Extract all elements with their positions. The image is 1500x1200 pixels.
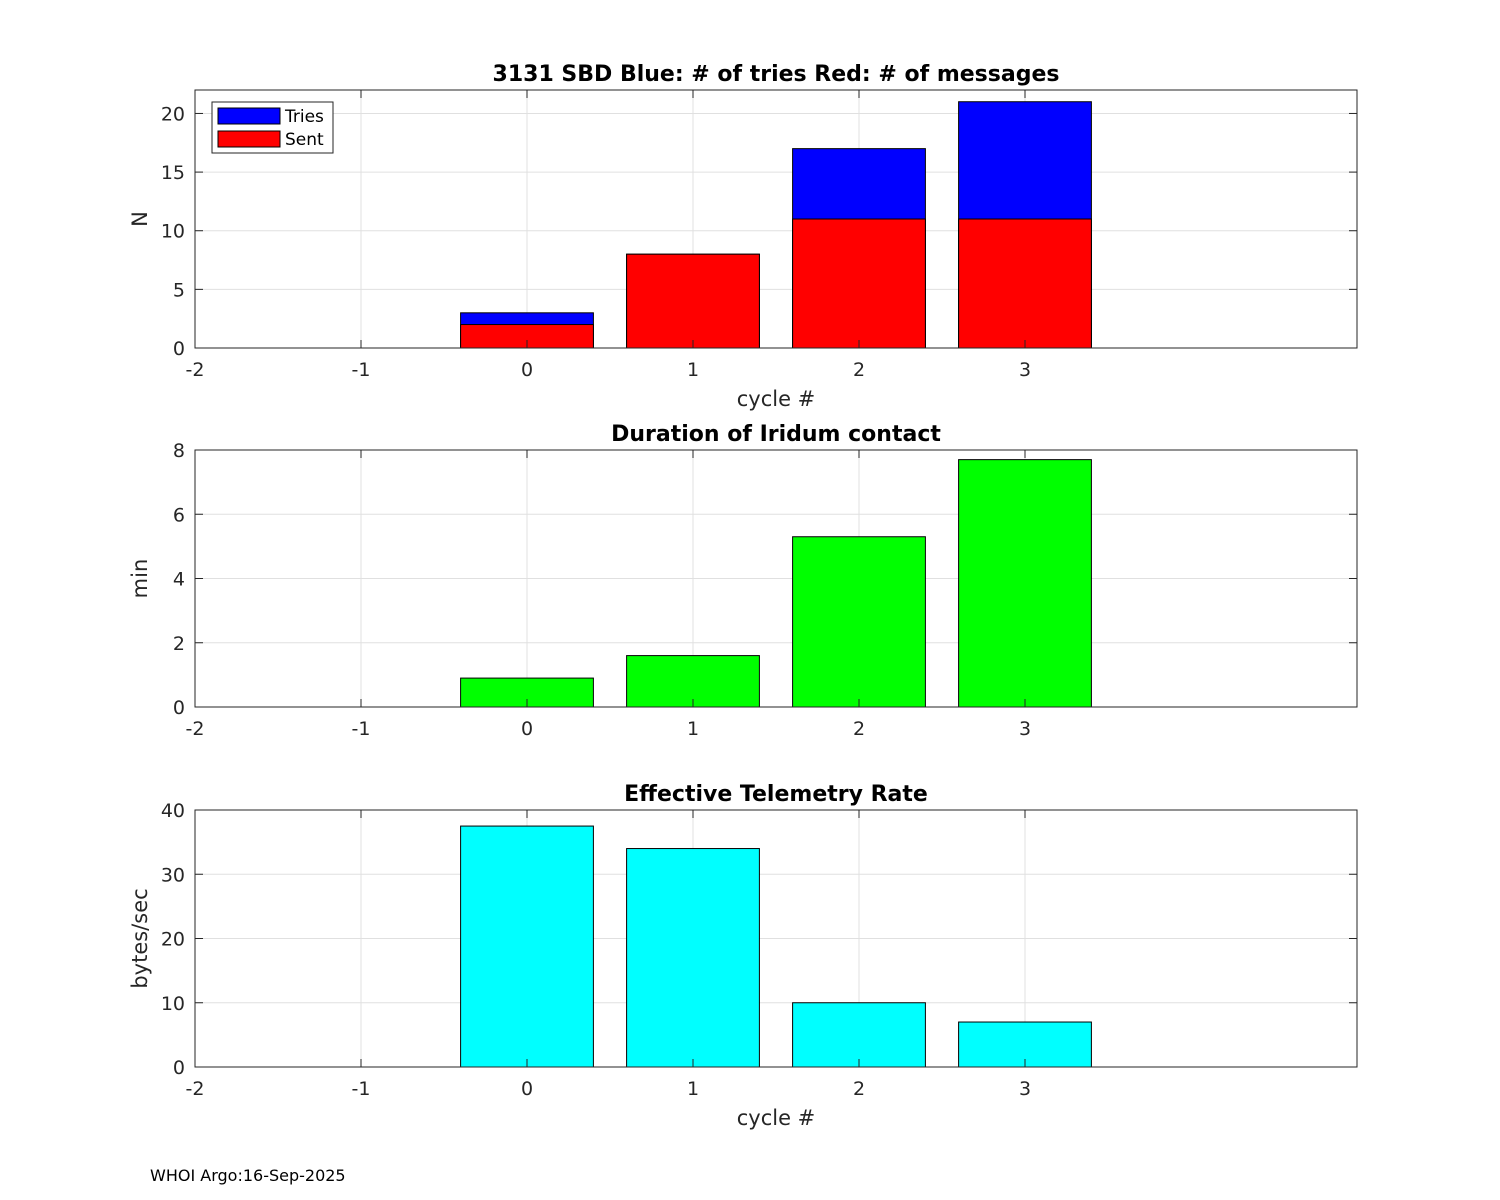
y-tick-label: 10 bbox=[161, 993, 185, 1015]
y-axis-label: N bbox=[128, 211, 152, 227]
y-tick-label: 20 bbox=[161, 103, 185, 125]
x-tick-label: 0 bbox=[521, 359, 533, 381]
y-tick-label: 0 bbox=[173, 697, 185, 719]
y-tick-label: 0 bbox=[173, 338, 185, 360]
bar-sent-cycle-1 bbox=[626, 253, 760, 349]
x-tick-label: 0 bbox=[521, 718, 533, 740]
x-tick-label: 0 bbox=[521, 1078, 533, 1100]
y-tick-label: 10 bbox=[161, 221, 185, 243]
bar-duration-cycle-1 bbox=[626, 655, 760, 708]
y-axis-label: bytes/sec bbox=[128, 888, 152, 988]
x-tick-label: 2 bbox=[853, 359, 865, 381]
x-axis-label: cycle # bbox=[737, 1106, 816, 1130]
axes-box bbox=[194, 89, 1358, 349]
y-tick-label: 40 bbox=[161, 800, 185, 822]
bar-rate-cycle-0 bbox=[460, 825, 594, 1068]
x-tick-label: -2 bbox=[186, 1078, 205, 1100]
chart-iridium-duration: -2 -1 0 1 2 3 0 2 4 6 8 Duration of Iridum contact m… bbox=[128, 422, 1358, 740]
x-tick-label: -2 bbox=[186, 718, 205, 740]
x-tick-label: 3 bbox=[1019, 359, 1031, 381]
y-tick-label: 0 bbox=[173, 1057, 185, 1079]
x-tick-label: 3 bbox=[1019, 718, 1031, 740]
legend-swatch-sent bbox=[217, 130, 281, 148]
bar-sent-cycle-3 bbox=[958, 218, 1092, 349]
legend-label-tries: Tries bbox=[284, 107, 324, 127]
x-tick-label: -1 bbox=[352, 1078, 371, 1100]
legend-label-sent: Sent bbox=[285, 130, 324, 150]
y-tick-label: 20 bbox=[161, 929, 185, 951]
x-tick-label: 1 bbox=[687, 718, 699, 740]
y-tick-label: 6 bbox=[173, 504, 185, 526]
y-tick-label: 4 bbox=[173, 569, 185, 591]
x-axis-label: cycle # bbox=[737, 387, 816, 411]
legend: Tries Sent bbox=[211, 101, 334, 154]
y-tick-label: 30 bbox=[161, 864, 185, 886]
chart-sbd-tries-messages: -2 -1 0 1 2 3 0 5 10 15 20 3131 SBD Blue: # of trie… bbox=[128, 62, 1358, 411]
bar-duration-cycle-2 bbox=[792, 536, 926, 708]
x-tick-label: 2 bbox=[853, 718, 865, 740]
legend-swatch-tries bbox=[217, 107, 281, 125]
bar-duration-cycle-3 bbox=[958, 459, 1092, 708]
y-tick-label: 15 bbox=[161, 162, 185, 184]
y-axis-label: min bbox=[128, 559, 152, 599]
y-tick-label: 2 bbox=[173, 633, 185, 655]
x-tick-label: 3 bbox=[1019, 1078, 1031, 1100]
x-tick-label: 1 bbox=[687, 1078, 699, 1100]
x-tick-label: -2 bbox=[186, 359, 205, 381]
x-tick-label: -1 bbox=[352, 718, 371, 740]
chart-title: Effective Telemetry Rate bbox=[624, 782, 928, 807]
bar-rate-cycle-2 bbox=[792, 1002, 926, 1068]
x-tick-label: 2 bbox=[853, 1078, 865, 1100]
y-tick-label: 8 bbox=[173, 440, 185, 462]
chart-title: 3131 SBD Blue: # of tries Red: # of mess… bbox=[493, 62, 1060, 87]
bar-rate-cycle-1 bbox=[626, 848, 760, 1068]
plot-area bbox=[195, 90, 1357, 348]
x-tick-label: 1 bbox=[687, 359, 699, 381]
y-tick-label: 5 bbox=[173, 279, 185, 301]
chart-title: Duration of Iridum contact bbox=[611, 422, 941, 447]
bar-sent-cycle-2 bbox=[792, 218, 926, 349]
x-tick-label: -1 bbox=[352, 359, 371, 381]
footer-credit: WHOI Argo:16-Sep-2025 bbox=[150, 1166, 346, 1185]
